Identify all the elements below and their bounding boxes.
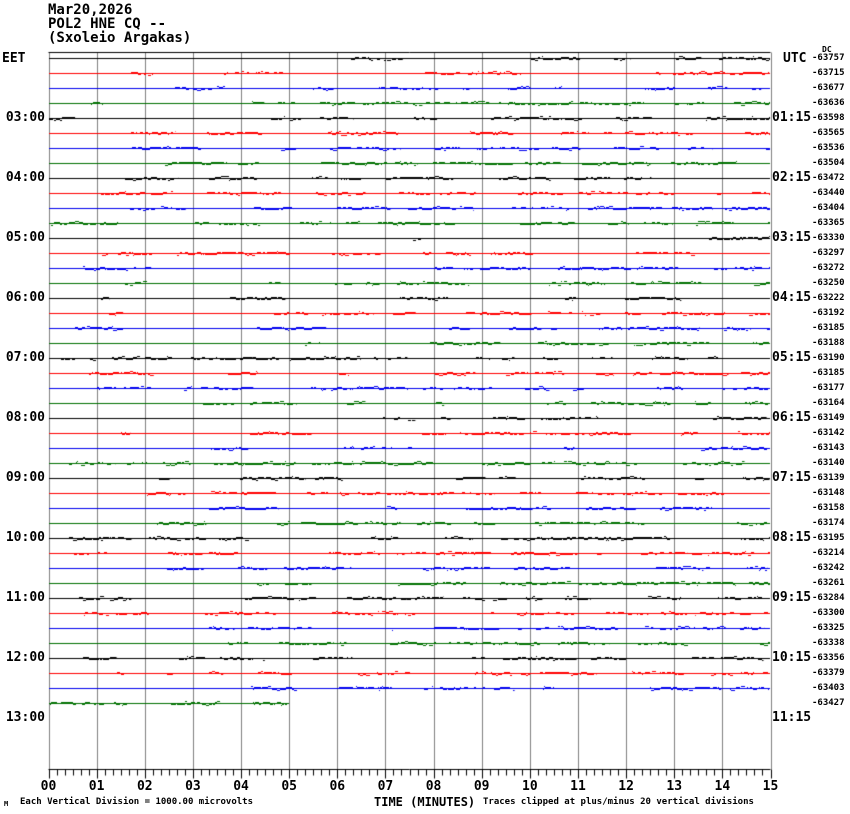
dc-offset-value: -63148 bbox=[812, 488, 845, 498]
dc-offset-value: -63140 bbox=[812, 458, 845, 468]
dc-offset-value: -63149 bbox=[812, 413, 845, 423]
minute-tick-label: 07 bbox=[377, 779, 394, 794]
dc-offset-value: -63190 bbox=[812, 353, 845, 363]
utc-time-label: 11:15 bbox=[772, 710, 812, 725]
dc-offset-value: -63142 bbox=[812, 428, 845, 438]
minute-tick-label: 02 bbox=[136, 779, 153, 794]
dc-offset-value: -63504 bbox=[812, 158, 845, 168]
minute-tick-label: 04 bbox=[233, 779, 249, 794]
dc-offset-value: -63242 bbox=[812, 563, 845, 573]
eet-time-label: 03:00 bbox=[5, 110, 45, 125]
dc-offset-value: -63284 bbox=[812, 593, 845, 603]
left-axis-header-eet: EET bbox=[2, 51, 26, 66]
dc-offset-value: -63379 bbox=[812, 668, 845, 678]
dc-offset-value: -63427 bbox=[812, 698, 845, 708]
minute-tick-label: 03 bbox=[185, 779, 201, 794]
utc-time-label: 07:15 bbox=[772, 470, 812, 485]
dc-offset-value: -63188 bbox=[812, 338, 845, 348]
dc-offset-value: -63214 bbox=[812, 548, 845, 558]
title-date: Mar20,2026 bbox=[48, 2, 133, 18]
dc-offset-value: -63403 bbox=[812, 683, 845, 693]
minute-tick-label: 06 bbox=[329, 779, 346, 794]
eet-time-label: 04:00 bbox=[5, 170, 45, 185]
minute-tick-label: 12 bbox=[618, 779, 634, 794]
dc-offset-value: -63325 bbox=[812, 623, 845, 633]
dc-offset-value: -63185 bbox=[812, 368, 845, 378]
utc-time-label: 01:15 bbox=[772, 110, 812, 125]
minute-tick-label: 00 bbox=[40, 779, 57, 794]
dc-offset-value: -63300 bbox=[812, 608, 845, 618]
dc-offset-value: -63174 bbox=[812, 518, 845, 528]
utc-time-label: 02:15 bbox=[772, 170, 812, 185]
title-station: POL2 HNE CQ -- bbox=[48, 16, 167, 32]
eet-time-label: 08:00 bbox=[5, 410, 45, 425]
utc-time-label: 06:15 bbox=[772, 410, 812, 425]
x-axis-title: TIME (MINUTES) bbox=[374, 795, 476, 809]
dc-offset-value: -63250 bbox=[812, 278, 845, 288]
utc-time-label: 05:15 bbox=[772, 350, 812, 365]
minute-tick-label: 10 bbox=[522, 779, 538, 794]
minute-tick-label: 14 bbox=[714, 779, 731, 794]
dc-offset-value: -63472 bbox=[812, 173, 845, 183]
bottom-left-marker: M bbox=[4, 800, 9, 808]
dc-offset-value: -63356 bbox=[812, 653, 845, 663]
eet-time-label: 07:00 bbox=[5, 350, 45, 365]
dc-offset-value: -63143 bbox=[812, 443, 845, 453]
dc-offset-value: -63222 bbox=[812, 293, 845, 303]
dc-offset-value: -63440 bbox=[812, 188, 845, 198]
dc-offset-value: -63715 bbox=[812, 68, 845, 78]
minute-tick-label: 01 bbox=[88, 779, 105, 794]
utc-time-label: 04:15 bbox=[772, 290, 812, 305]
minute-tick-label: 15 bbox=[762, 779, 779, 794]
minute-tick-label: 09 bbox=[473, 779, 490, 794]
dc-offset-value: -63636 bbox=[812, 98, 845, 108]
dc-offset-value: -63565 bbox=[812, 128, 845, 138]
dc-offset-value: -63330 bbox=[812, 233, 845, 243]
dc-offset-value: -63261 bbox=[812, 578, 845, 588]
eet-time-label: 06:00 bbox=[5, 290, 45, 305]
dc-offset-value: -63677 bbox=[812, 83, 845, 93]
utc-time-label: 10:15 bbox=[772, 650, 812, 665]
minute-tick-label: 05 bbox=[281, 779, 297, 794]
eet-time-label: 13:00 bbox=[5, 710, 45, 725]
minute-tick-label: 08 bbox=[425, 779, 442, 794]
eet-time-label: 10:00 bbox=[5, 530, 45, 545]
title-location: (Sxoleio Argakas) bbox=[48, 30, 192, 46]
eet-time-label: 05:00 bbox=[5, 230, 45, 245]
dc-offset-value: -63757 bbox=[812, 53, 845, 63]
dc-offset-value: -63598 bbox=[812, 113, 845, 123]
eet-time-label: 12:00 bbox=[5, 650, 45, 665]
minute-tick-label: 13 bbox=[666, 779, 683, 794]
dc-offset-value: -63192 bbox=[812, 308, 845, 318]
dc-offset-value: -63365 bbox=[812, 218, 845, 228]
dc-offset-value: -63536 bbox=[812, 143, 845, 153]
utc-time-label: 03:15 bbox=[772, 230, 812, 245]
dc-offset-value: -63177 bbox=[812, 383, 845, 393]
eet-time-label: 09:00 bbox=[5, 470, 45, 485]
dc-offset-value: -63272 bbox=[812, 263, 845, 273]
dc-offset-value: -63297 bbox=[812, 248, 845, 258]
dc-offset-value: -63338 bbox=[812, 638, 845, 648]
dc-offset-header: DC bbox=[822, 45, 832, 54]
dc-offset-value: -63164 bbox=[812, 398, 845, 408]
dc-offset-value: -63404 bbox=[812, 203, 845, 213]
clipping-note: Traces clipped at plus/minus 20 vertical… bbox=[483, 797, 754, 807]
dc-offset-value: -63139 bbox=[812, 473, 845, 483]
vertical-division-note: Each Vertical Division = 1000.00 microvo… bbox=[20, 797, 253, 807]
eet-time-label: 11:00 bbox=[5, 590, 45, 605]
utc-time-label: 08:15 bbox=[772, 530, 812, 545]
minute-tick-label: 11 bbox=[570, 779, 586, 794]
dc-offset-value: -63158 bbox=[812, 503, 845, 513]
utc-time-label: 09:15 bbox=[772, 590, 812, 605]
dc-offset-value: -63185 bbox=[812, 323, 845, 333]
dc-offset-value: -63195 bbox=[812, 533, 845, 543]
right-axis-header-utc: UTC bbox=[783, 51, 807, 66]
